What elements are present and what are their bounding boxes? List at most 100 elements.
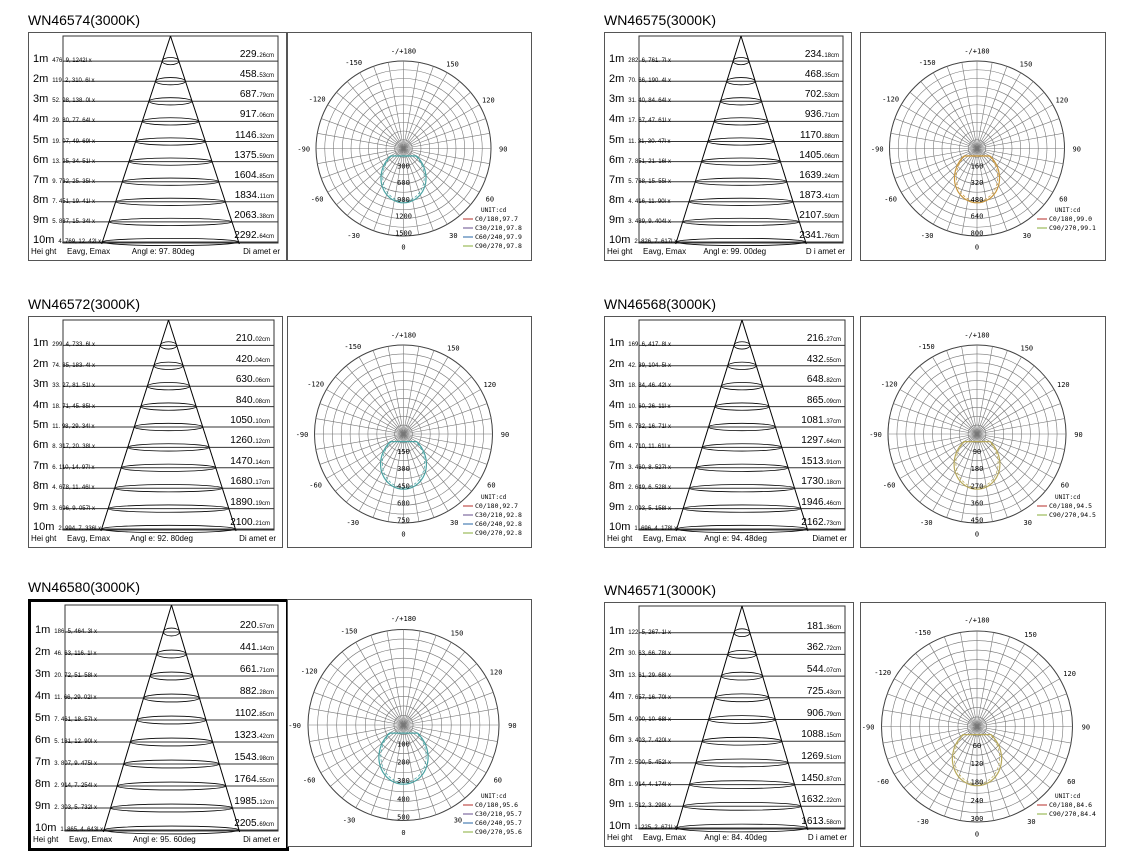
distance-label: 5m xyxy=(609,133,625,146)
legend-label: C60/240,92.8 xyxy=(475,520,522,528)
angle-label: 30 xyxy=(454,816,462,824)
footer-eavg: Eavg, Emax xyxy=(643,247,687,256)
diameter-value: 181.36cm xyxy=(807,621,841,632)
polar-diagram: -/+180 150 120 90 60 30 0 -30 -60 -90 -120 -150 160 3… xyxy=(860,32,1106,261)
angle-label: 30 xyxy=(450,519,458,527)
beam-ellipse xyxy=(110,803,233,813)
angle-label: 60 xyxy=(1061,482,1069,490)
polar-spoke xyxy=(403,433,488,465)
polar-spoke xyxy=(976,653,1039,727)
diameter-value: 1102.85cm xyxy=(235,708,274,719)
polar-spoke xyxy=(403,692,494,726)
cone-svg xyxy=(638,319,846,534)
diameter-value: 441.14cm xyxy=(240,642,274,653)
polar-spoke xyxy=(335,376,404,435)
cone-edge-right xyxy=(170,35,240,245)
diameter-unit: 24cm xyxy=(824,173,839,180)
footer-eavg: Eavg, Emax xyxy=(67,534,111,543)
beam-ellipse xyxy=(695,463,789,472)
footer-angle: Angl e: 97. 80deg xyxy=(131,247,195,256)
diameter-number: 181. xyxy=(806,620,827,632)
illuminance-values: 7. 461, 18. 57l x xyxy=(54,717,97,723)
polar-spoke xyxy=(341,724,404,799)
illuminance-values: 282. 6, 761. 7l x xyxy=(628,58,671,65)
diameter-number: 1680. xyxy=(230,476,256,488)
polar-spoke xyxy=(317,148,404,164)
beam-ellipse xyxy=(162,627,181,637)
polar-spoke xyxy=(335,433,404,492)
angle-label: -90 xyxy=(297,146,310,154)
distance-label: 3m xyxy=(609,668,625,681)
row-label: 2m 74. 85, 183. 4l x xyxy=(33,354,95,372)
angle-label: 30 xyxy=(1027,818,1035,826)
diameter-value: 1450.87cm xyxy=(801,773,841,784)
diameter-value: 362.72cm xyxy=(807,642,841,653)
illuminance-values: 7. 851, 21. 16l x xyxy=(628,158,671,165)
row-label: 9m 5. 887, 15. 34l x xyxy=(33,210,95,228)
cone-svg xyxy=(64,604,279,835)
row-label: 5m 6. 782, 16. 71l x xyxy=(609,415,671,433)
cone-diagram: 1m 169. 6, 417. 8l x 216.27cm 2m 42. 39, 104… xyxy=(604,316,854,548)
diameter-value: 1088.15cm xyxy=(801,729,841,740)
polar-spoke xyxy=(403,92,471,149)
diameter-unit: 69cm xyxy=(259,822,274,828)
beam-ellipse xyxy=(682,801,802,811)
beam-ellipse xyxy=(128,157,213,166)
polar-spoke xyxy=(372,433,404,518)
row-label: 4m 7. 657, 16. 70l x xyxy=(609,686,671,704)
polar-spoke xyxy=(346,365,404,435)
distance-label: 7m xyxy=(35,756,51,768)
diameter-unit: 18cm xyxy=(824,53,839,60)
row-label: 7m 9. 732, 25. 35l x xyxy=(33,170,95,188)
row-label: 4m 17. 67, 47. 61l x xyxy=(609,109,671,127)
row-label: 5m 11. 31, 30. 47l x xyxy=(609,130,671,148)
illuminance-values: 20. 72, 51. 58l x xyxy=(54,673,97,679)
row-label: 5m 11. 98, 29. 34l x xyxy=(33,415,95,433)
diameter-value: 1604.85cm xyxy=(234,170,274,181)
polar-spoke xyxy=(370,724,404,815)
diameter-unit: 59cm xyxy=(824,213,839,220)
diameter-number: 1297. xyxy=(801,435,827,447)
illuminance-values: 11. 31, 30. 47l x xyxy=(628,138,671,145)
diameter-unit: 91cm xyxy=(826,459,841,466)
angle-label: 90 xyxy=(1074,431,1082,439)
beam-ellipse xyxy=(141,117,200,126)
diameter-value: 687.79cm xyxy=(240,89,274,100)
polar-spoke xyxy=(901,104,978,149)
diameter-number: 2162. xyxy=(801,517,827,528)
polar-spoke xyxy=(336,148,404,205)
diameter-unit: 82cm xyxy=(826,378,841,385)
polar-spoke xyxy=(976,726,1072,744)
polar-diagram: -/+180 150 120 90 60 30 0 -30 -60 -90 -120 -150 150 3… xyxy=(287,316,532,548)
diameter-value: 882.28cm xyxy=(240,686,274,697)
polar-spoke xyxy=(403,724,452,808)
diameter-number: 1170. xyxy=(800,129,825,141)
polar-spoke xyxy=(347,81,404,149)
polar-spoke xyxy=(372,350,404,435)
footer-diameter: Di amet er xyxy=(243,247,280,256)
diameter-value: 906.79cm xyxy=(807,708,841,719)
polar-spoke xyxy=(976,148,1060,179)
diameter-value: 1050.10cm xyxy=(230,415,270,426)
polar-spoke xyxy=(908,433,978,492)
polar-spoke xyxy=(403,724,466,799)
beam-ellipse xyxy=(707,137,775,146)
diameter-value: 1613.58cm xyxy=(801,816,841,827)
product-title: WN46568(3000K) xyxy=(604,296,717,312)
illuminance-values: 1. 225, 2. 671l x xyxy=(634,825,678,831)
angle-label: 90 xyxy=(1073,146,1081,154)
row-label: 4m 11. 66, 29. 02l x xyxy=(35,686,97,704)
cone-edge-left xyxy=(675,605,743,831)
distance-label: 9m xyxy=(33,500,49,513)
angle-label: -150 xyxy=(914,629,931,637)
angle-label: -120 xyxy=(309,96,326,104)
beam-ellipse xyxy=(682,217,800,226)
diameter-unit: 14cm xyxy=(255,459,270,466)
illuminance-values: 2. 914, 7. 254l x xyxy=(54,783,97,789)
distance-label: 10m xyxy=(609,820,631,832)
footer-angle: Angl e: 84. 40deg xyxy=(704,833,767,842)
diameter-unit: 35cm xyxy=(824,73,839,80)
diameter-unit: 64cm xyxy=(826,439,841,446)
polar-spoke xyxy=(330,663,404,726)
polar-spoke xyxy=(319,403,404,435)
